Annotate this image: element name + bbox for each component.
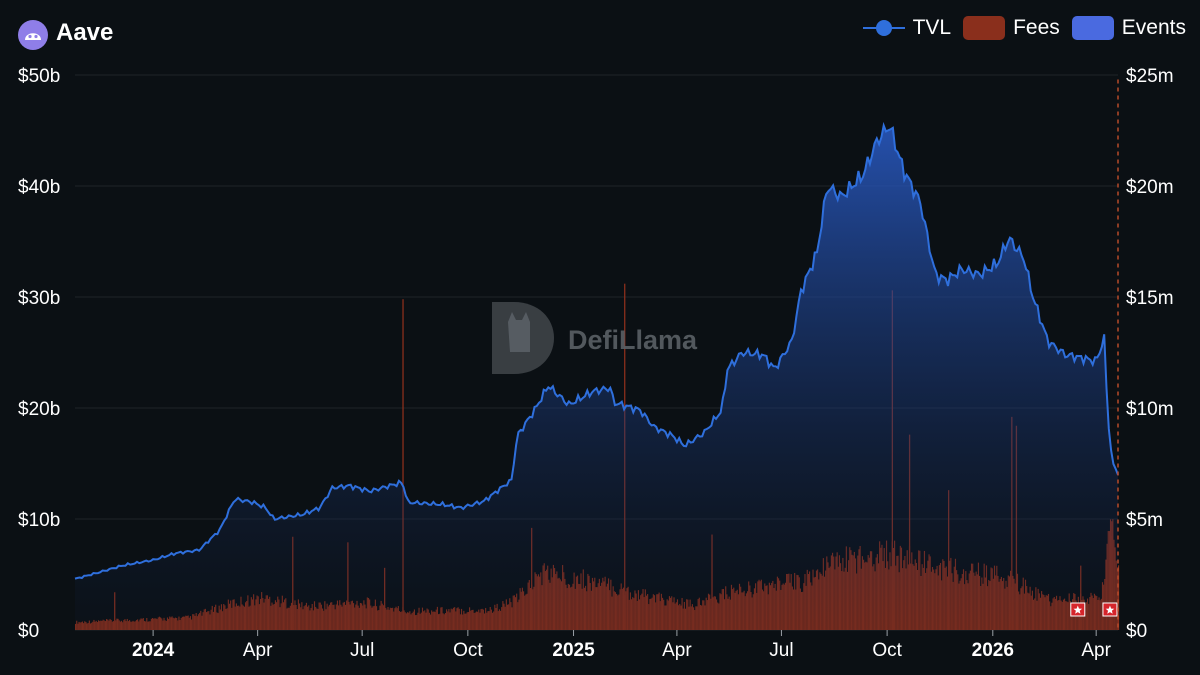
defillama-watermark: DefiLlama [492, 302, 698, 374]
y-left-tick-label: $50b [18, 66, 60, 87]
legend-item-events[interactable]: Events [1071, 16, 1186, 40]
x-tick-label: 2026 [972, 640, 1014, 661]
event-star [1105, 605, 1115, 614]
x-tick-label: Apr [1081, 640, 1111, 661]
star-flag-icon[interactable] [1070, 602, 1086, 617]
x-tick-label: Jul [350, 640, 374, 661]
fees-spike-bar [402, 299, 404, 630]
tvl-line [74, 121, 1119, 580]
y-left-tick-label: $20b [18, 399, 60, 420]
y-right-tick-label: $15m [1126, 288, 1174, 309]
x-tick-label: 2024 [132, 640, 175, 661]
y-right-tick-label: $20m [1126, 177, 1174, 198]
x-tick-label: Apr [662, 640, 692, 661]
y-left-tick-label: $10b [18, 510, 60, 531]
x-tick-label: Jul [769, 640, 793, 661]
legend-events-label: Events [1121, 16, 1186, 39]
legend-item-tvl[interactable]: TVL [862, 16, 952, 40]
legend-events-swatch [1071, 16, 1114, 40]
y-right-tick-label: $5m [1126, 510, 1163, 531]
x-tick-label: Oct [872, 640, 902, 661]
y-right-tick-label: $25m [1126, 66, 1174, 87]
event-star [1073, 605, 1083, 614]
legend-item-fees[interactable]: Fees [963, 16, 1060, 40]
y-right-tick-label: $0 [1126, 621, 1147, 642]
legend-tvl-dot [875, 20, 892, 36]
legend-tvl-swatch [862, 18, 905, 38]
event-markers [1070, 602, 1118, 617]
tvl-area [75, 125, 1118, 630]
y-right-tick-label: $10m [1126, 399, 1174, 420]
x-axis: 2024 Apr Jul Oct 2025 Apr Jul Oct 2026 Apr [132, 630, 1112, 661]
logo-ghost [25, 33, 41, 40]
y-left-tick-label: $0 [18, 621, 39, 642]
aave-logo-icon [18, 20, 48, 50]
y-left-tick-label: $40b [18, 177, 60, 198]
watermark-label: DefiLlama [568, 325, 698, 355]
legend-fees-label: Fees [1013, 16, 1060, 39]
y-axis-left: $0 $10b $20b $30b $40b $50b [18, 66, 60, 642]
logo-eye-left [28, 34, 32, 39]
x-tick-label: Oct [453, 640, 483, 661]
logo-eye-right [34, 34, 38, 39]
page-title: Aave [56, 19, 114, 46]
y-left-tick-label: $30b [18, 288, 60, 309]
chart-legend: TVL Fees Events [862, 14, 1186, 42]
y-axis-right: $0 $5m $10m $15m $20m $25m [1126, 66, 1174, 642]
legend-tvl-label: TVL [912, 16, 952, 39]
star-flag-icon[interactable] [1102, 602, 1118, 617]
x-tick-label: Apr [243, 640, 273, 661]
fees-bar [1118, 565, 1120, 630]
x-tick-label: 2025 [552, 640, 595, 661]
legend-fees-swatch [963, 16, 1006, 40]
